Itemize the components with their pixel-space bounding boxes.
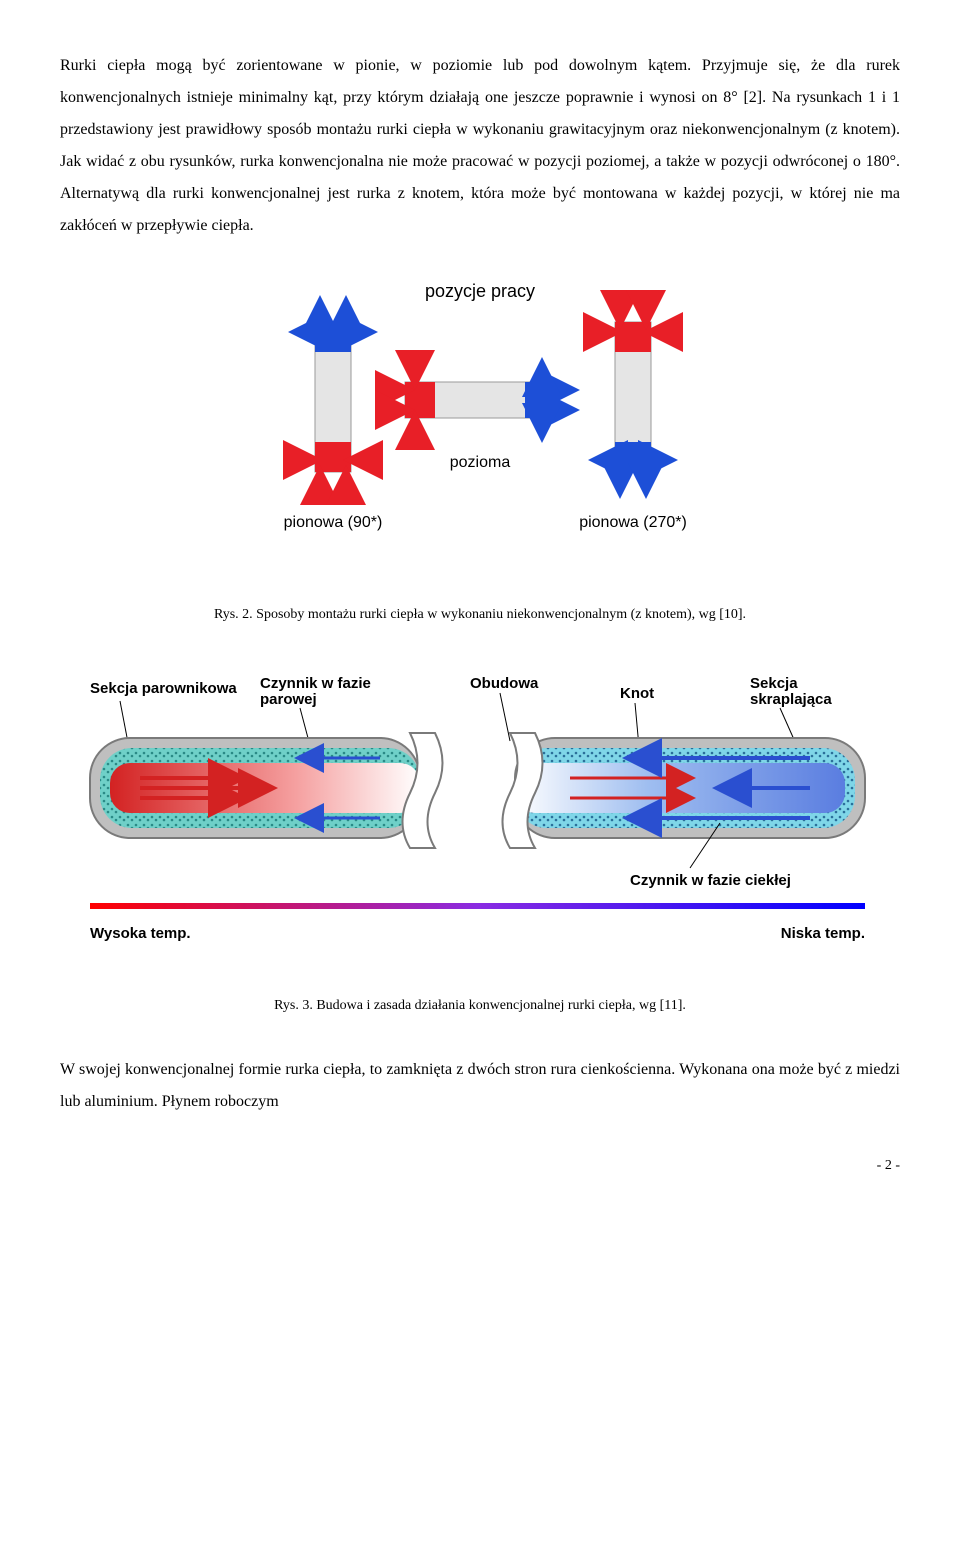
fig3-label-high-temp: Wysoka temp. [90,925,191,942]
fig2-pipe-vertical-90 [298,305,368,490]
fig3-label-liquid-phase: Czynnik w fazie ciekłej [630,872,791,889]
fig2-label-horizontal: pozioma [450,454,511,471]
fig2-title: pozycje pracy [425,281,535,301]
figure-3-caption: Rys. 3. Budowa i zasada działania konwen… [60,998,900,1014]
fig3-label-low-temp: Niska temp. [781,925,865,942]
fig2-label-vertical-270: pionowa (270*) [579,514,687,531]
page-number: - 2 - [60,1158,900,1174]
fig2-pipe-horizontal [390,367,570,433]
paragraph-2: W swojej konwencjonalnej formie rurka ci… [60,1054,900,1118]
fig3-pipe-left [90,733,443,848]
figure-2-svg: pozycje pracy pionowa (90*) pozioma [220,272,740,572]
fig2-pipe-vertical-270 [598,305,668,489]
figure-3: Sekcja parownikowa Czynnik w fazieparowe… [60,663,900,968]
paragraph-1: Rurki ciepła mogą być zorientowane w pio… [60,50,900,242]
fig3-label-vapor-phase: Czynnik w fazieparowej [260,675,371,708]
fig3-pipe-right [503,733,866,848]
fig2-label-vertical-90: pionowa (90*) [284,514,383,531]
fig3-label-casing: Obudowa [470,675,539,692]
figure-2-caption: Rys. 2. Sposoby montażu rurki ciepła w w… [60,607,900,623]
figure-3-svg: Sekcja parownikowa Czynnik w fazieparowe… [70,663,890,963]
fig3-label-section-evap: Sekcja parownikowa [90,680,237,697]
figure-2: pozycje pracy pionowa (90*) pozioma [60,272,900,577]
fig3-label-section-cond: Sekcjaskraplająca [750,675,832,708]
fig3-temp-gradient-bar [90,903,865,909]
fig3-label-wick: Knot [620,685,654,702]
